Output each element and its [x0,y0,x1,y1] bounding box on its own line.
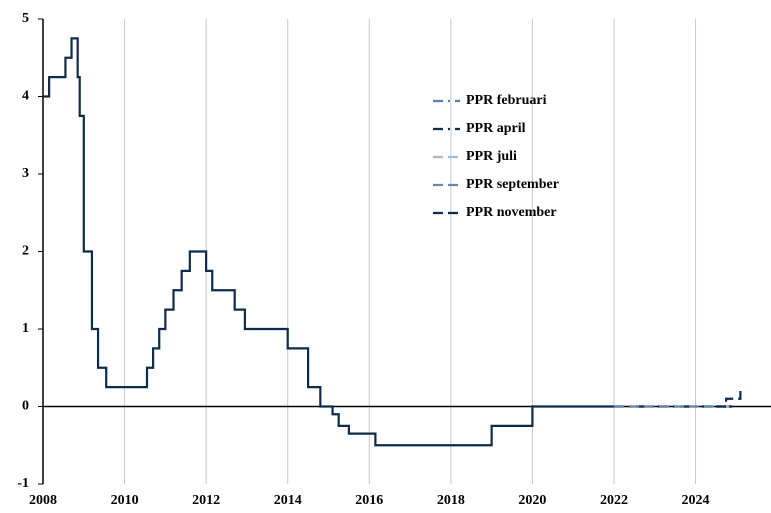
y-tick-label: 3 [22,166,29,181]
legend-label: PPR april [466,121,526,136]
x-tick-label: 2010 [111,493,139,508]
legend-label: PPR september [466,177,559,192]
x-tick-label: 2008 [29,493,57,508]
x-tick-label: 2024 [682,493,710,508]
x-tick-label: 2012 [192,493,220,508]
y-tick-label: 4 [22,89,29,104]
x-tick-label: 2020 [518,493,546,508]
legend-label: PPR juli [466,149,517,164]
y-tick-label: 1 [22,321,29,336]
series-line [715,391,742,408]
x-tick-label: 2018 [437,493,465,508]
x-tick-label: 2014 [274,493,302,508]
x-tick-label: 2016 [355,493,383,508]
legend-label: PPR februari [466,93,547,108]
legend-label: PPR november [466,205,557,220]
y-tick-label: 5 [22,11,29,26]
series-line [43,37,614,447]
y-tick-label: -1 [17,476,29,491]
x-tick-label: 2022 [600,493,628,508]
y-tick-label: 2 [22,244,29,259]
y-tick-label: 0 [22,399,29,414]
